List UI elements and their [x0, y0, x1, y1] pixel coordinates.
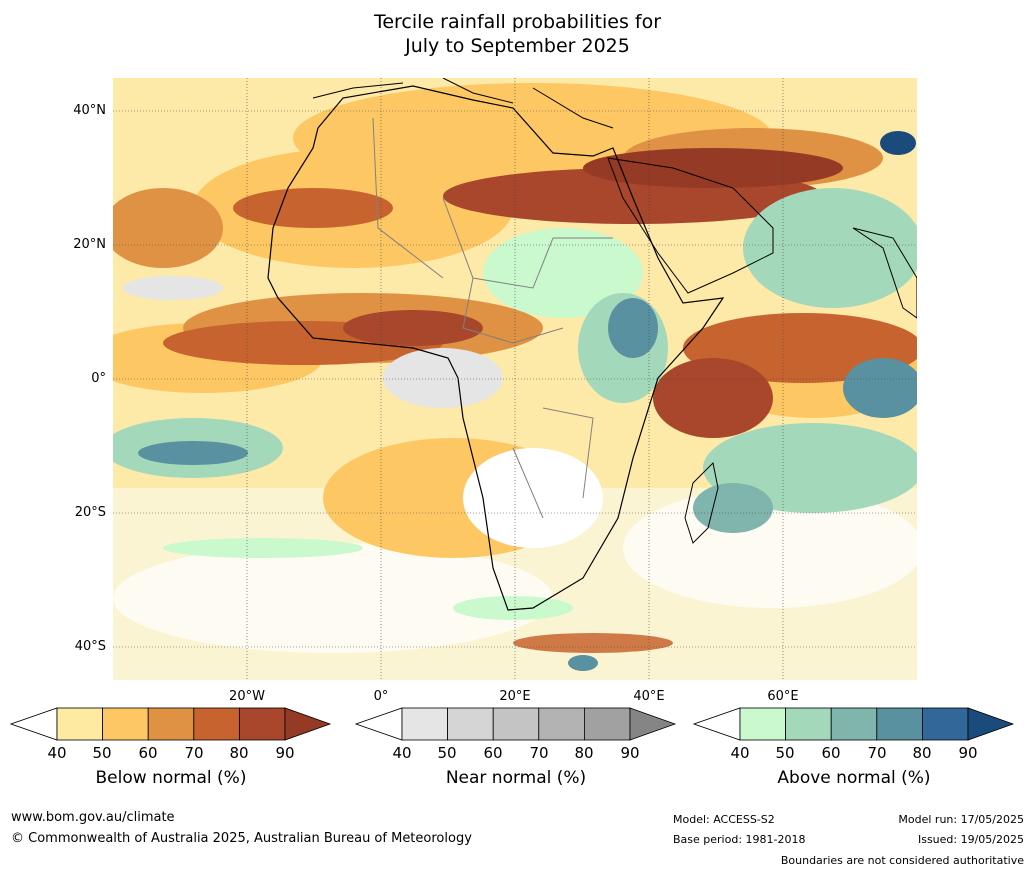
tick-90: 90 — [275, 744, 295, 762]
above-normal-patch — [743, 188, 917, 308]
colorbar-extend-high — [967, 707, 1015, 741]
tick-80: 80 — [912, 744, 932, 762]
colorbar-cell — [193, 707, 240, 741]
colorbar-extend-low — [355, 707, 403, 741]
colorbar-extend-high — [629, 707, 677, 741]
tick-50: 50 — [437, 744, 457, 762]
india-coastline — [852, 227, 917, 319]
colorbar-cell — [147, 707, 195, 741]
near-normal-patch — [123, 276, 223, 300]
tick-70: 70 — [184, 744, 204, 762]
model-run-text: Model run: 17/05/2025 — [898, 813, 1024, 826]
tick-50: 50 — [775, 744, 795, 762]
near-normal-patch — [383, 348, 503, 408]
madagascar-coastline — [684, 461, 719, 544]
above-normal-patch — [843, 358, 917, 418]
graticule — [113, 78, 917, 680]
above-normal-patch — [693, 483, 773, 533]
colorbar-cell — [785, 707, 832, 741]
model-text: Model: ACCESS-S2 — [673, 813, 775, 826]
colorbar-cell — [876, 707, 923, 741]
above-normal-patch — [483, 228, 643, 318]
colorbar-cell — [538, 707, 585, 741]
tick-70: 70 — [867, 744, 887, 762]
southern-africa-white — [463, 448, 603, 548]
lon-label-0: 0° — [373, 689, 389, 704]
colorbar-cell — [921, 707, 969, 741]
website-link[interactable]: www.bom.gov.au/climate — [11, 810, 175, 825]
tick-40: 40 — [730, 744, 750, 762]
africa-coastline — [267, 85, 725, 611]
strong-below-band — [343, 310, 483, 346]
near-normal-colorbar — [355, 707, 677, 741]
tick-80: 80 — [229, 744, 249, 762]
above-normal-patch — [608, 298, 658, 358]
colorbar-cell — [238, 707, 286, 741]
title-line-2: July to September 2025 — [405, 35, 630, 57]
country-borders — [372, 117, 613, 519]
tick-80: 80 — [574, 744, 594, 762]
colorbar-cell — [56, 707, 103, 741]
colorbar-extend-low — [693, 707, 741, 741]
colorbar-cell — [492, 707, 540, 741]
base-period-text: Base period: 1981-2018 — [673, 833, 806, 846]
tick-60: 60 — [483, 744, 503, 762]
above-normal-colorbar — [693, 707, 1015, 741]
lon-label-20e: 20°E — [499, 689, 531, 704]
above-normal-patch — [453, 596, 573, 620]
lon-label-60e: 60°E — [767, 689, 799, 704]
colorbar-extend-low — [10, 707, 58, 741]
strong-below-band — [653, 358, 773, 438]
above-normal-patch — [568, 655, 598, 671]
lat-label-20n: 20°N — [73, 237, 106, 252]
copyright-text: © Commonwealth of Australia 2025, Austra… — [11, 831, 472, 846]
tick-90: 90 — [620, 744, 640, 762]
colorbar-extend-high — [284, 707, 332, 741]
tick-70: 70 — [529, 744, 549, 762]
issued-text: Issued: 19/05/2025 — [917, 833, 1024, 846]
white-patch — [113, 543, 553, 653]
colorbar-cell — [739, 707, 786, 741]
disclaimer-text: Boundaries are not considered authoritat… — [780, 854, 1024, 867]
below-normal-patch — [113, 188, 223, 268]
tick-40: 40 — [392, 744, 412, 762]
above-normal-patch — [880, 131, 916, 155]
above-normal-patch — [163, 538, 363, 558]
colorbar-cell — [583, 707, 631, 741]
above-normal-label: Above normal (%) — [777, 768, 931, 788]
tick-50: 50 — [92, 744, 112, 762]
above-normal-patch — [138, 441, 248, 465]
lat-label-40n: 40°N — [73, 103, 106, 118]
below-normal-colorbar — [10, 707, 332, 741]
colorbar-cell — [447, 707, 494, 741]
lat-label-40s: 40°S — [74, 639, 106, 654]
lat-label-0: 0° — [91, 371, 106, 386]
arabia-coastline — [607, 157, 774, 294]
probability-map — [113, 78, 917, 680]
lon-label-40e: 40°E — [633, 689, 665, 704]
colorbar-cell — [401, 707, 448, 741]
tick-40: 40 — [47, 744, 67, 762]
map-svg — [113, 78, 917, 680]
strong-below-band — [583, 148, 843, 188]
near-normal-label: Near normal (%) — [445, 768, 587, 788]
map-title: Tercile rainfall probabilities for July … — [0, 10, 1035, 58]
lon-label-20w: 20°W — [229, 689, 265, 704]
colorbar-cell — [830, 707, 878, 741]
tick-90: 90 — [958, 744, 978, 762]
title-line-1: Tercile rainfall probabilities for — [373, 11, 662, 33]
tick-60: 60 — [821, 744, 841, 762]
colorbar-cell — [102, 707, 149, 741]
lat-label-20s: 20°S — [74, 505, 106, 520]
europe-coastline — [312, 78, 614, 129]
below-normal-patch — [513, 633, 673, 653]
strong-below-band — [233, 188, 393, 228]
below-normal-label: Below normal (%) — [95, 768, 247, 788]
tick-60: 60 — [138, 744, 158, 762]
